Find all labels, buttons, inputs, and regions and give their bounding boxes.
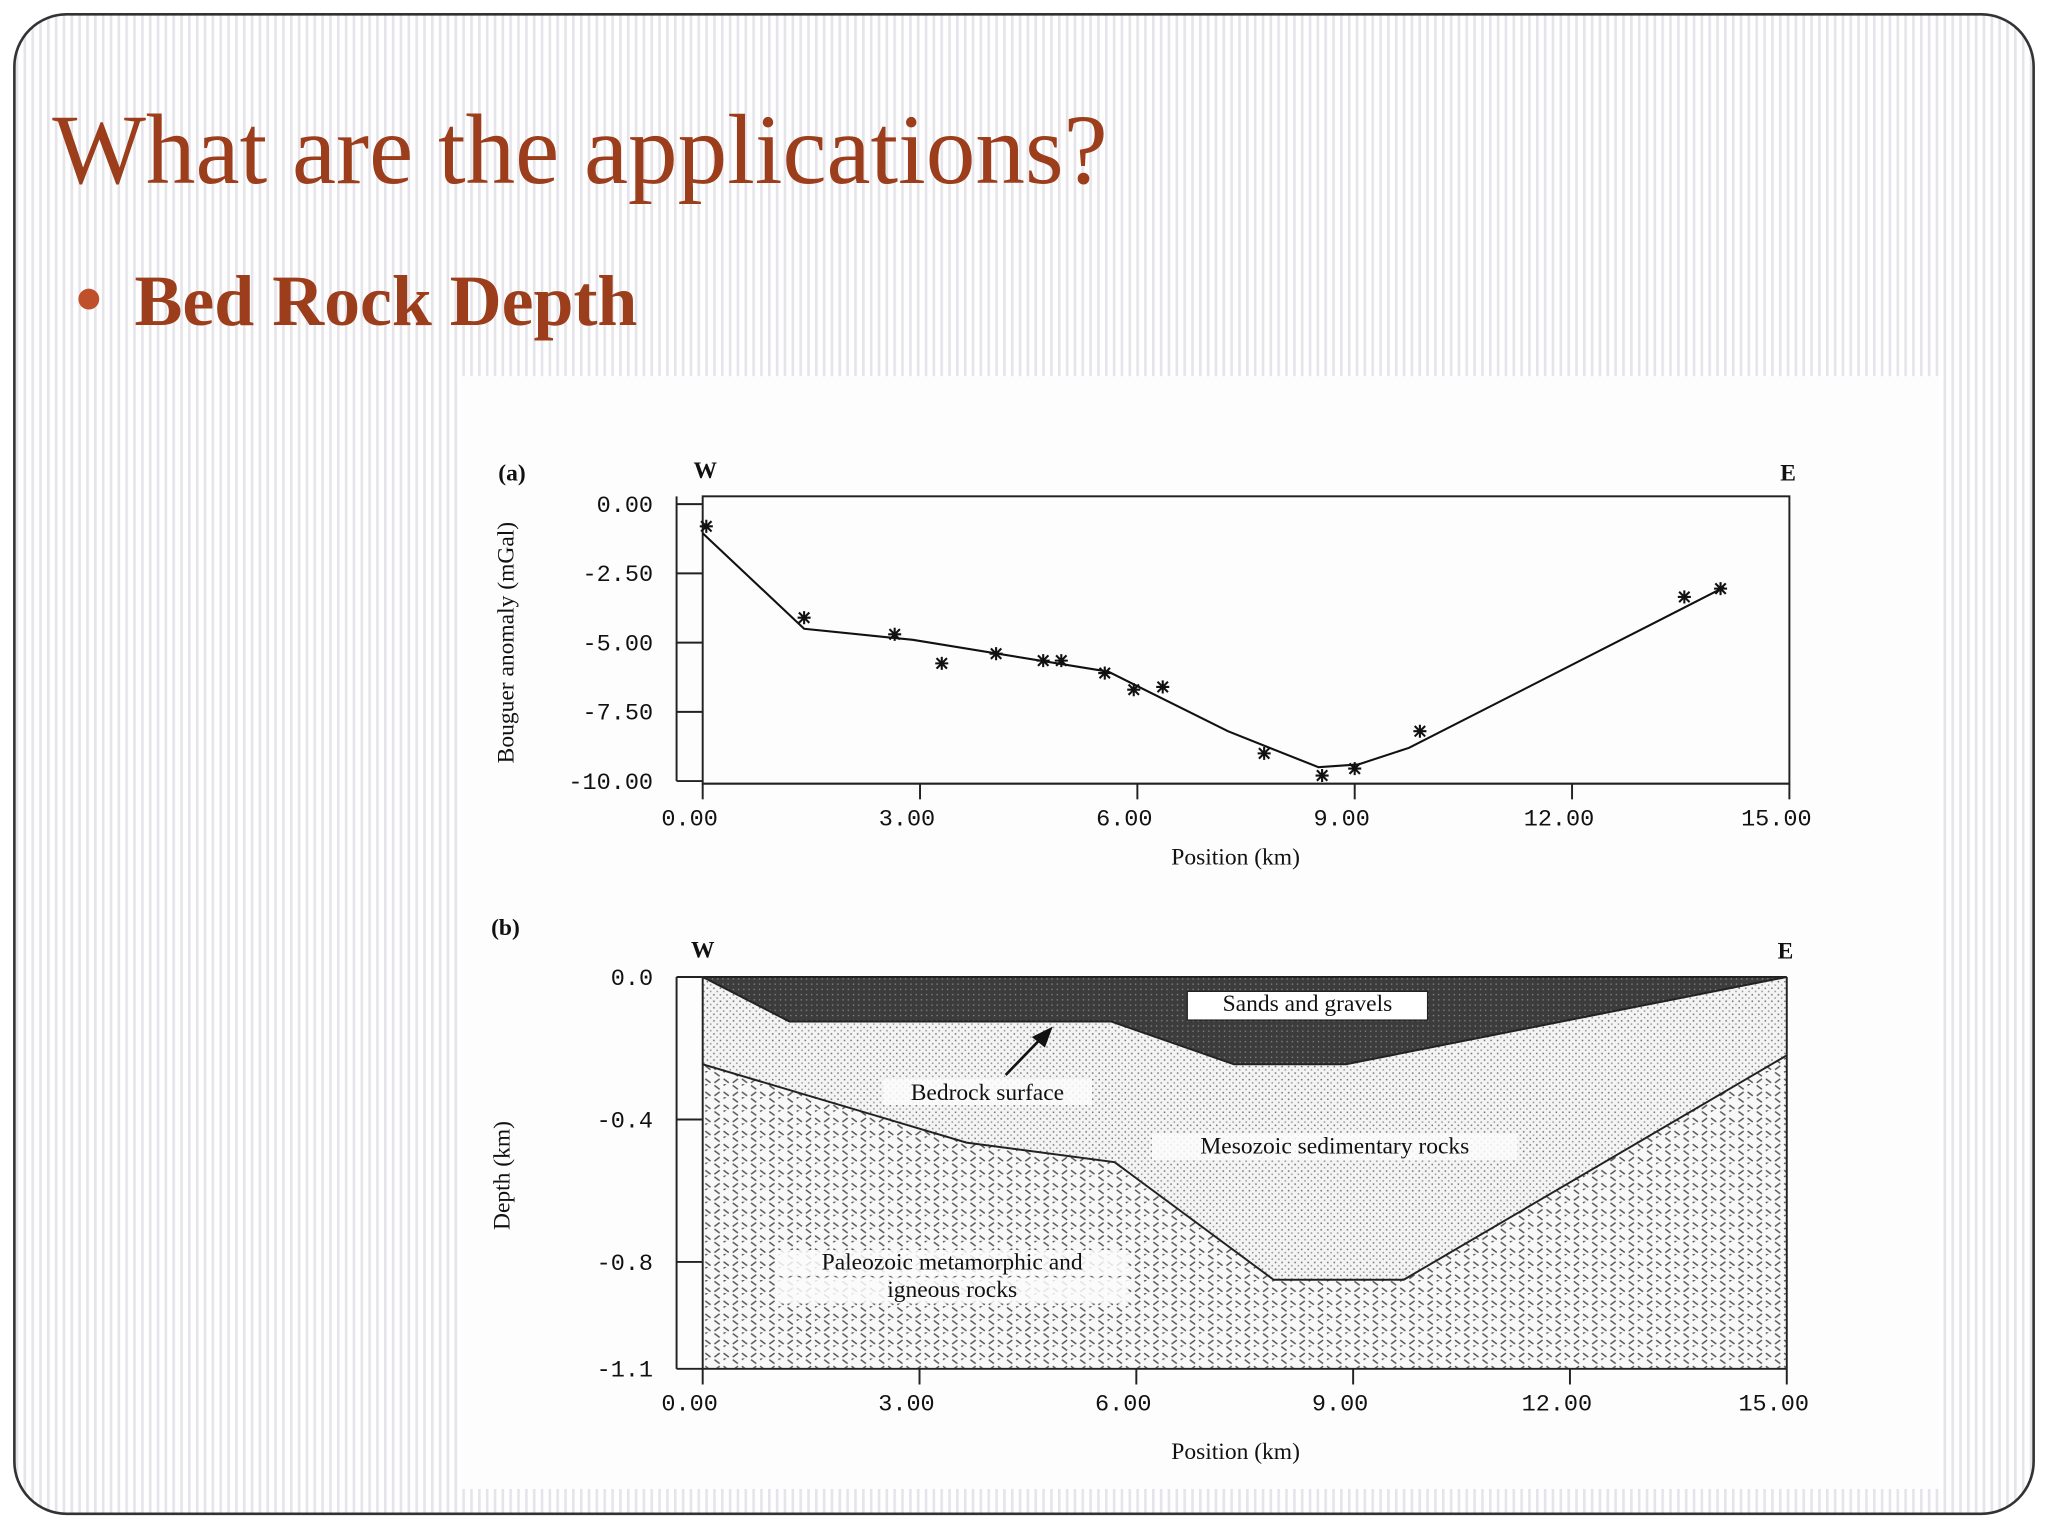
x-axis-title: Position (km): [1171, 1439, 1300, 1465]
data-point: [935, 656, 949, 670]
west-label: W: [691, 937, 715, 963]
data-point: [1348, 762, 1362, 776]
layer-boundary: [702, 976, 1787, 1066]
data-point: [1127, 683, 1141, 697]
bullet-dot: [78, 288, 100, 310]
label-backdrop: [775, 1277, 1129, 1304]
label-backdrop: [882, 1078, 1092, 1105]
y-tick-label: -0.8: [597, 1251, 653, 1278]
layer-fill: [702, 976, 1787, 1280]
y-tick-label: 0.00: [597, 493, 653, 520]
layer-label: igneous rocks: [887, 1277, 1017, 1303]
data-point: [1156, 680, 1170, 694]
x-tick-label: 0.00: [661, 1392, 717, 1419]
x-tick-label: 0.00: [661, 806, 717, 833]
y-tick-label: 0.0: [611, 966, 653, 993]
figure: (a) W E Bouguer anomaly (mGal) Position (km)…: [489, 458, 1811, 1465]
x-tick-label: 3.00: [879, 806, 935, 833]
x-tick-label: 3.00: [878, 1392, 934, 1419]
data-point: [1677, 590, 1691, 604]
bullet-text: Bed Rock Depth: [135, 261, 638, 341]
model-line: [701, 532, 1725, 769]
data-point: [1413, 724, 1427, 738]
data-point: [797, 611, 811, 625]
data-point: [699, 519, 713, 533]
x-tick-label: 12.00: [1524, 806, 1595, 833]
layer-label: Mesozoic sedimentary rocks: [1200, 1133, 1469, 1159]
y-tick-label: -2.50: [583, 562, 654, 589]
x-tick-label: 15.00: [1741, 806, 1812, 833]
boundary-label: Bedrock surface: [911, 1080, 1064, 1106]
panel-tag: (a): [498, 461, 525, 487]
x-tick-label: 9.00: [1312, 1392, 1368, 1419]
y-axis-title: Bouguer anomaly (mGal): [493, 522, 519, 763]
y-tick-label: -7.50: [583, 701, 654, 728]
y-axis-title: Depth (km): [489, 1121, 515, 1230]
y-tick-label: -1.1: [597, 1358, 653, 1385]
data-point: [1315, 768, 1329, 783]
data-point: [888, 627, 902, 641]
east-label: E: [1778, 939, 1794, 965]
data-point: [1054, 654, 1068, 668]
west-label: W: [694, 458, 718, 484]
panel-tag: (b): [491, 915, 520, 941]
x-axis-title: Position (km): [1171, 845, 1300, 871]
label-backdrop: [775, 1249, 1129, 1277]
x-tick-label: 9.00: [1313, 806, 1369, 833]
data-point: [1098, 666, 1112, 680]
data-point: [1257, 746, 1271, 760]
x-tick-label: 6.00: [1096, 806, 1152, 833]
y-tick-label: -0.4: [597, 1108, 653, 1135]
y-tick-label: -10.00: [568, 770, 653, 797]
label-backdrop: [1152, 1133, 1518, 1160]
label-box: [1186, 990, 1429, 1021]
x-tick-label: 6.00: [1095, 1392, 1151, 1419]
layer-label: Sands and gravels: [1223, 991, 1393, 1017]
x-tick-label: 15.00: [1738, 1392, 1809, 1419]
y-tick-label: -5.00: [583, 631, 654, 658]
east-label: E: [1780, 461, 1796, 487]
layer-boundary: [702, 1054, 1788, 1281]
slide-title: What are the applications?: [52, 96, 1107, 205]
arrow-head: [1031, 1026, 1053, 1048]
layer-label: Paleozoic metamorphic and: [822, 1250, 1083, 1276]
x-tick-label: 12.00: [1522, 1392, 1593, 1419]
